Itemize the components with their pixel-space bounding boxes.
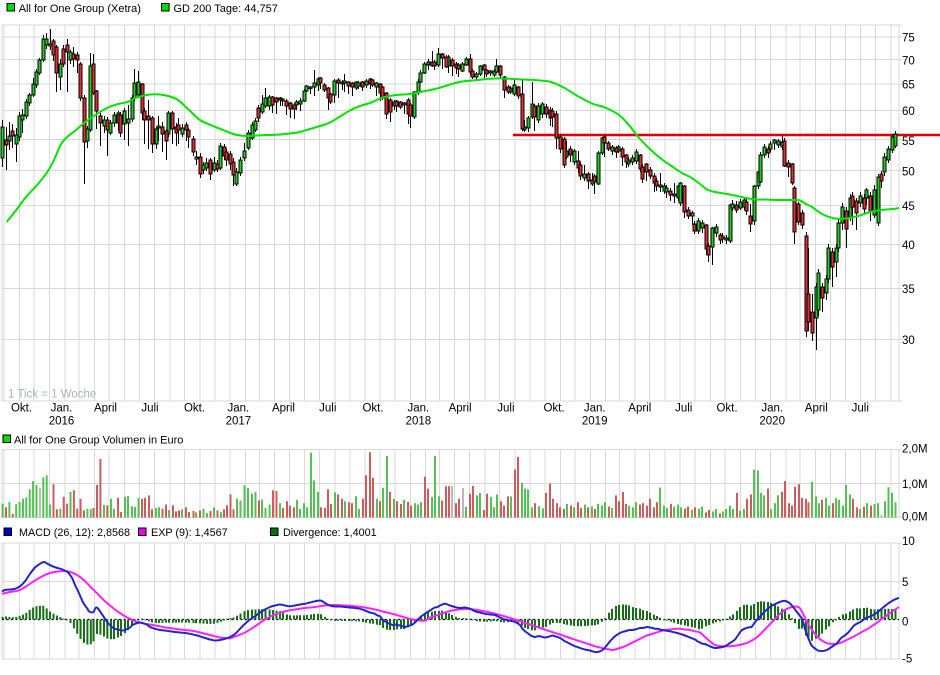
svg-text:-5: -5	[902, 654, 912, 666]
svg-text:60: 60	[902, 106, 915, 118]
svg-text:Juli: Juli	[497, 403, 514, 415]
svg-text:April: April	[94, 403, 117, 415]
svg-text:Jan.: Jan.	[408, 403, 430, 415]
svg-text:April: April	[272, 403, 295, 415]
svg-text:Jan.: Jan.	[51, 403, 73, 415]
svg-text:45: 45	[902, 201, 915, 213]
svg-text:55: 55	[902, 136, 915, 148]
svg-text:Juli: Juli	[141, 403, 158, 415]
svg-text:1,0M: 1,0M	[902, 479, 928, 491]
svg-text:50: 50	[902, 166, 915, 178]
svg-text:Okt.: Okt.	[716, 403, 737, 415]
svg-text:GD 200 Tage: 44,757: GD 200 Tage: 44,757	[174, 3, 278, 15]
svg-text:Jan.: Jan.	[228, 403, 250, 415]
svg-text:EXP (9): 1,4567: EXP (9): 1,4567	[151, 527, 228, 539]
svg-text:2019: 2019	[582, 416, 608, 428]
svg-text:2020: 2020	[759, 416, 785, 428]
svg-text:10: 10	[902, 536, 915, 548]
svg-text:30: 30	[902, 335, 915, 347]
svg-text:40: 40	[902, 240, 915, 252]
svg-text:Okt.: Okt.	[543, 403, 564, 415]
svg-text:65: 65	[902, 80, 915, 92]
svg-text:April: April	[628, 403, 651, 415]
svg-text:All for One Group Volumen in E: All for One Group Volumen in Euro	[14, 435, 183, 447]
svg-text:2016: 2016	[49, 416, 75, 428]
svg-text:April: April	[805, 403, 828, 415]
svg-text:Juli: Juli	[319, 403, 336, 415]
svg-text:2018: 2018	[406, 416, 432, 428]
svg-text:1 Tick = 1 Woche: 1 Tick = 1 Woche	[8, 389, 96, 401]
svg-text:Juli: Juli	[675, 403, 692, 415]
svg-text:35: 35	[902, 284, 915, 296]
svg-text:Divergence: 1,4001: Divergence: 1,4001	[283, 527, 377, 539]
svg-text:Okt.: Okt.	[11, 403, 32, 415]
svg-text:All for One Group (Xetra): All for One Group (Xetra)	[19, 3, 141, 15]
svg-text:2,0M: 2,0M	[902, 444, 928, 456]
svg-text:Okt.: Okt.	[184, 403, 205, 415]
svg-text:Jan.: Jan.	[584, 403, 606, 415]
svg-text:75: 75	[902, 33, 915, 45]
svg-text:Jan.: Jan.	[761, 403, 783, 415]
svg-text:April: April	[449, 403, 472, 415]
svg-text:Juli: Juli	[852, 403, 869, 415]
svg-text:5: 5	[902, 577, 908, 589]
svg-text:2017: 2017	[226, 416, 252, 428]
svg-text:70: 70	[902, 55, 915, 67]
svg-text:0,0M: 0,0M	[902, 512, 928, 524]
svg-text:0: 0	[902, 617, 908, 629]
svg-text:Okt.: Okt.	[362, 403, 383, 415]
svg-text:MACD (26, 12): 2,8568: MACD (26, 12): 2,8568	[19, 527, 130, 539]
